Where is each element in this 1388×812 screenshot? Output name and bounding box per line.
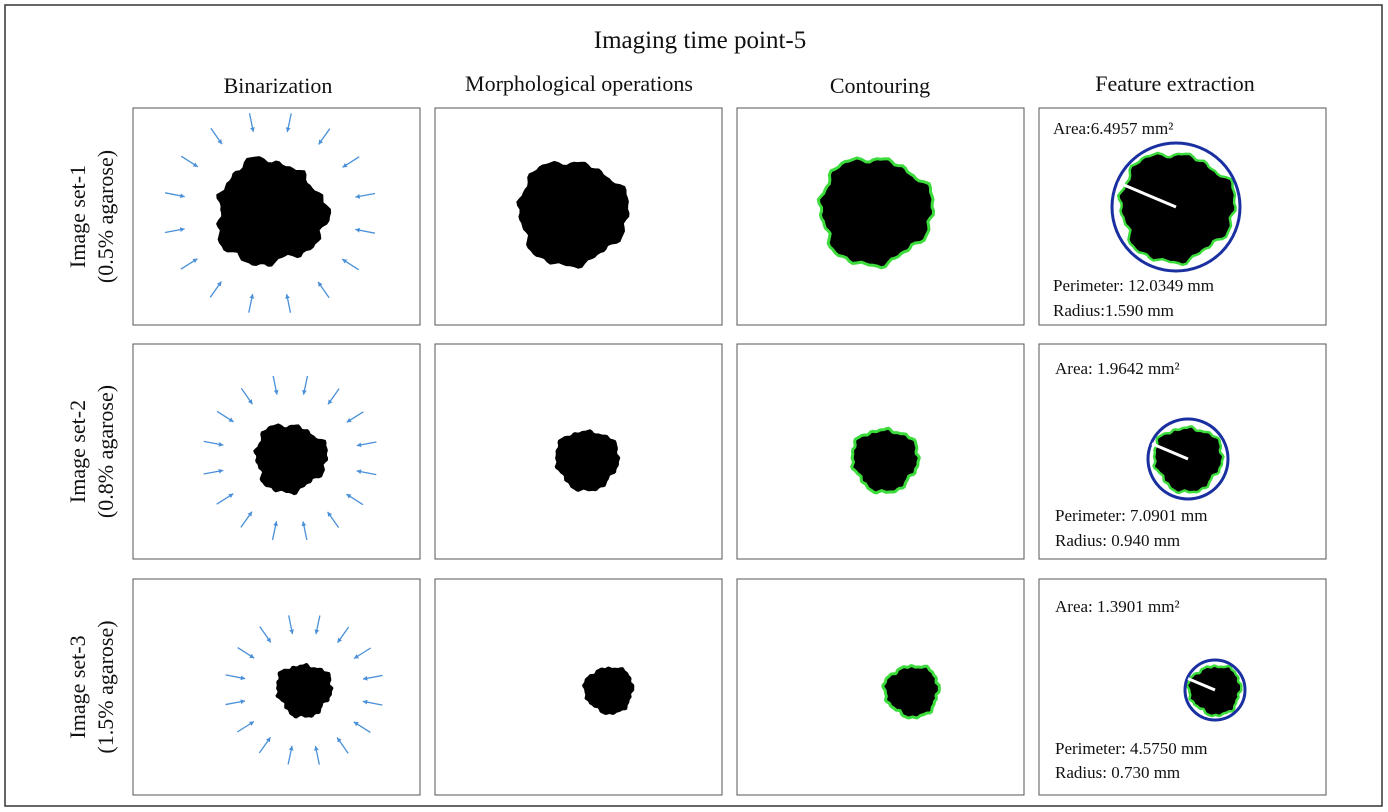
page: {"title": "Imaging time point-5", "colum… <box>0 0 1388 812</box>
perimeter-text: Perimeter: 7.0901 mm <box>1055 506 1208 525</box>
column-header: Binarization <box>224 73 333 98</box>
row-label: (0.8% agarose) <box>93 385 118 518</box>
panel <box>435 579 722 795</box>
perimeter-text: Perimeter: 12.0349 mm <box>1053 276 1214 295</box>
figure: Imaging time point-5 Binarization Morpho… <box>0 0 1388 812</box>
row-label: Image set-2 <box>65 400 90 503</box>
column-header: Morphological operations <box>465 71 693 96</box>
row-label: (1.5% agarose) <box>93 620 118 753</box>
row-label: (0.5% agarose) <box>93 150 118 283</box>
area-text: Area: 1.9642 mm² <box>1055 359 1180 378</box>
radius-text: Radius:1.590 mm <box>1053 301 1174 320</box>
column-header: Feature extraction <box>1095 71 1254 96</box>
panel <box>737 579 1024 795</box>
perimeter-text: Perimeter: 4.5750 mm <box>1055 739 1208 758</box>
radius-text: Radius: 0.730 mm <box>1055 763 1180 782</box>
area-text: Area: 1.3901 mm² <box>1055 597 1180 616</box>
title: Imaging time point-5 <box>594 27 806 54</box>
row-label: Image set-1 <box>65 165 90 268</box>
panels: Image set-1(0.5% agarose) Image set-2(0.8… <box>65 108 1326 795</box>
area-text: Area:6.4957 mm² <box>1053 119 1173 138</box>
column-header: Contouring <box>830 73 930 98</box>
row-label: Image set-3 <box>65 635 90 738</box>
radius-text: Radius: 0.940 mm <box>1055 531 1180 550</box>
